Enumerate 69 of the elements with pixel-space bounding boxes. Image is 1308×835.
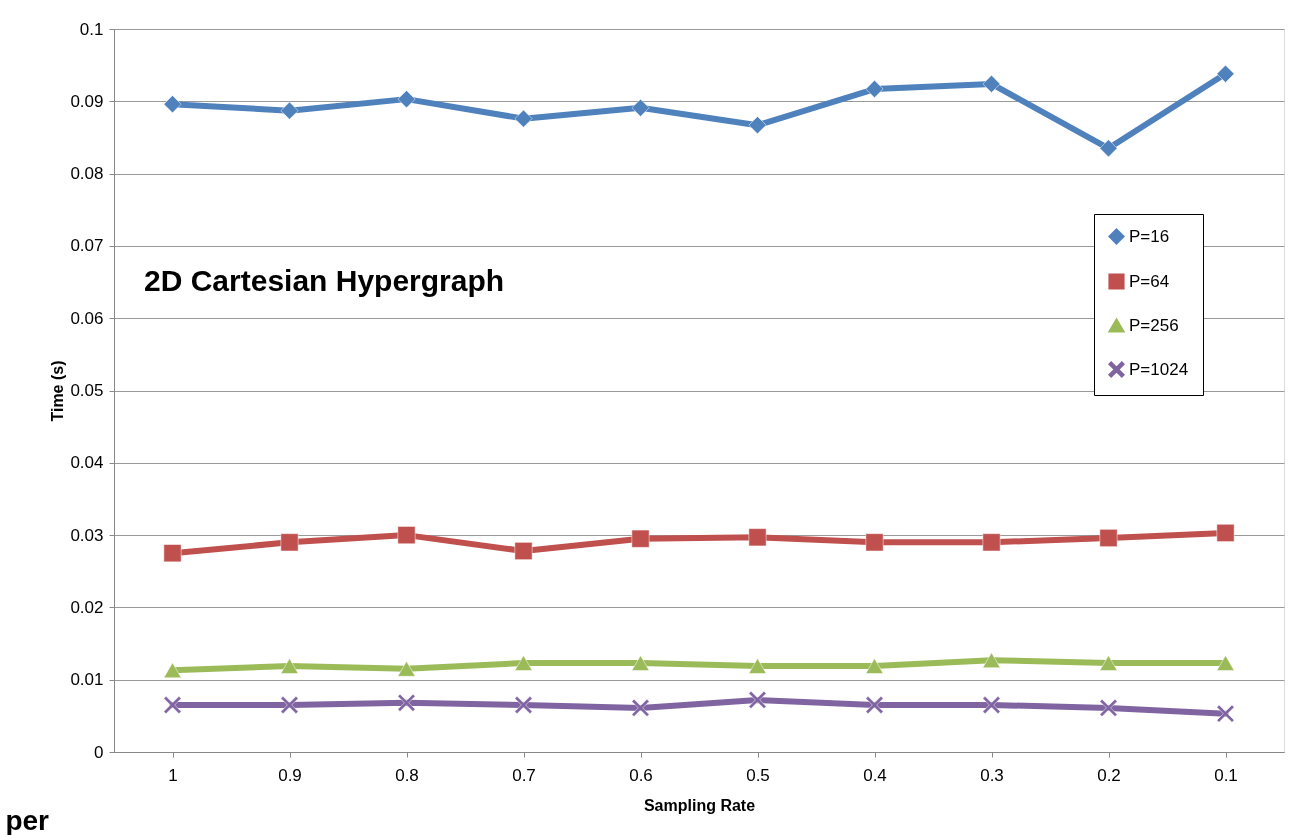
point (163, 662, 182, 679)
point (748, 116, 767, 135)
y-tick-label: 0.03 (70, 525, 104, 545)
x-tick-label: 0.5 (746, 765, 770, 785)
point (631, 529, 650, 548)
x-tick-label: 0.2 (1097, 765, 1121, 785)
point (1099, 655, 1118, 671)
point (397, 526, 416, 545)
point (163, 696, 182, 714)
point (748, 691, 767, 709)
legend-label: P=1024 (1129, 359, 1189, 379)
x-tick-label: 0.1 (1214, 765, 1238, 785)
point (865, 80, 884, 98)
point (514, 109, 533, 128)
point (1099, 698, 1118, 717)
text: per (5, 805, 50, 835)
point (982, 75, 1001, 93)
text: 2D Cartesian Hypergraph (144, 264, 505, 297)
y-tick-label: 0.08 (70, 164, 104, 184)
legend-label: P=64 (1129, 271, 1170, 291)
y-tick-label: 0.06 (70, 308, 104, 328)
point (1099, 139, 1118, 158)
y-tick-label: 0.07 (70, 236, 104, 256)
point (1216, 704, 1235, 723)
point (631, 98, 650, 117)
x-tick-label: 0.9 (278, 765, 302, 785)
x-axis-title: Sampling Rate (643, 796, 756, 814)
point (748, 658, 767, 674)
legend-label: P=256 (1129, 315, 1179, 335)
y-axis-title: Time (s) (49, 360, 67, 422)
point (748, 528, 767, 547)
point (865, 533, 884, 552)
point (982, 652, 1001, 668)
y-tick-label: 0.05 (70, 381, 104, 400)
point (397, 661, 416, 677)
x-tick-label: 1 (168, 765, 178, 785)
point (163, 95, 182, 114)
x-tick-label: 0.3 (980, 765, 1004, 785)
y-tick-label: 0.02 (70, 597, 104, 617)
y-tick-label: 0.04 (70, 453, 104, 473)
point (865, 696, 884, 714)
point (280, 533, 299, 552)
point (514, 696, 533, 714)
point (1216, 655, 1235, 671)
point (280, 658, 299, 674)
point (1099, 529, 1118, 547)
point (1216, 524, 1235, 542)
point (397, 90, 416, 109)
point (1216, 64, 1235, 83)
point (631, 655, 650, 671)
point (397, 693, 416, 712)
point (631, 698, 650, 717)
point (280, 101, 299, 120)
x-tick-label: 0.8 (395, 765, 419, 785)
point (982, 533, 1001, 552)
point (280, 696, 299, 714)
x-tick-label: 0.7 (512, 765, 536, 785)
point (514, 542, 533, 560)
point (865, 658, 884, 674)
x-tick-label: 0.6 (629, 765, 653, 785)
point (514, 655, 533, 671)
x-tick-label: 0.4 (863, 765, 887, 785)
y-tick-label: 0.1 (79, 19, 104, 39)
y-tick-label: 0.09 (70, 91, 104, 111)
legend-label: P=16 (1129, 226, 1170, 246)
y-tick-label: 0.01 (70, 670, 104, 690)
point (982, 696, 1001, 714)
point (163, 544, 182, 563)
y-tick-label: 0 (94, 742, 104, 762)
